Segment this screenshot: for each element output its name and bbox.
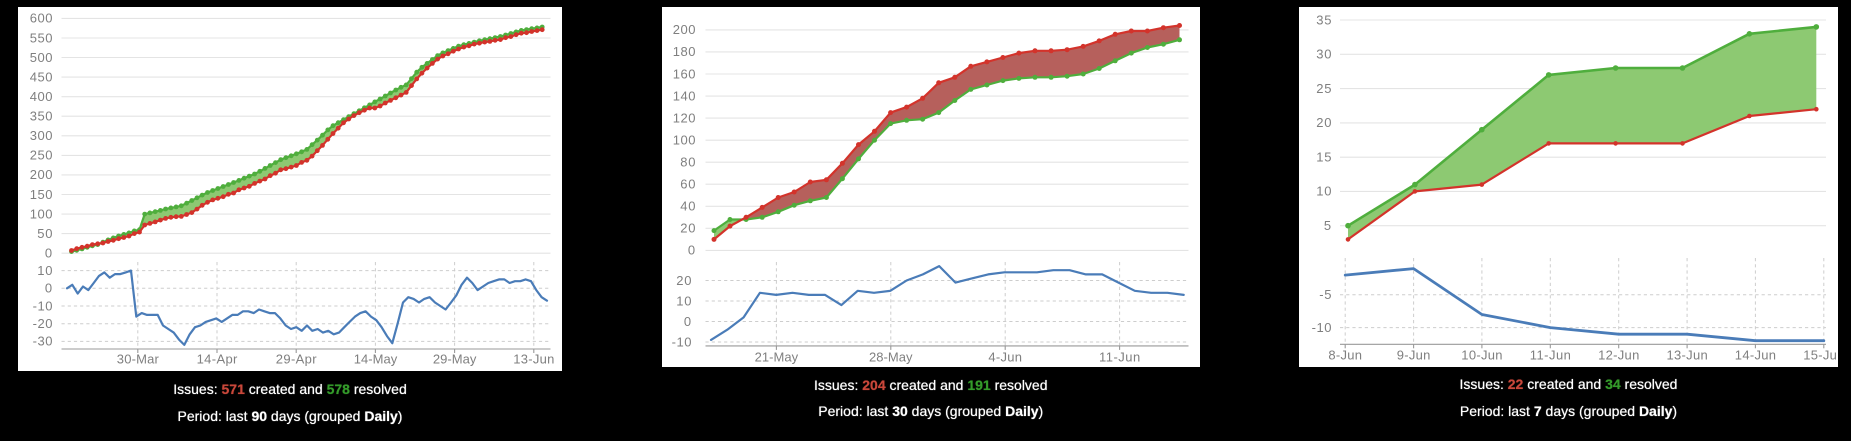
svg-text:80: 80 bbox=[680, 155, 695, 170]
svg-text:30-Mar: 30-Mar bbox=[116, 352, 159, 367]
svg-text:29-Apr: 29-Apr bbox=[275, 352, 316, 367]
svg-text:0: 0 bbox=[687, 243, 694, 258]
svg-text:14-Jun: 14-Jun bbox=[1735, 348, 1776, 363]
svg-text:0: 0 bbox=[44, 246, 51, 261]
svg-text:50: 50 bbox=[37, 226, 52, 241]
svg-text:8-Jun: 8-Jun bbox=[1328, 348, 1362, 363]
svg-text:100: 100 bbox=[672, 133, 695, 148]
svg-text:-10: -10 bbox=[671, 334, 691, 349]
svg-text:9-Jun: 9-Jun bbox=[1397, 348, 1431, 363]
svg-text:20: 20 bbox=[1316, 115, 1331, 130]
svg-text:10: 10 bbox=[676, 293, 691, 308]
svg-text:14-Apr: 14-Apr bbox=[196, 352, 237, 367]
svg-text:-30: -30 bbox=[32, 334, 52, 349]
svg-text:4-Jun: 4-Jun bbox=[988, 350, 1022, 365]
svg-text:10-Jun: 10-Jun bbox=[1461, 348, 1502, 363]
svg-text:180: 180 bbox=[672, 44, 695, 59]
svg-text:20: 20 bbox=[680, 221, 695, 236]
svg-text:300: 300 bbox=[29, 128, 52, 143]
svg-text:14-May: 14-May bbox=[353, 352, 397, 367]
svg-text:-10: -10 bbox=[32, 298, 52, 313]
svg-text:120: 120 bbox=[672, 110, 695, 125]
svg-text:0: 0 bbox=[44, 281, 51, 296]
svg-text:250: 250 bbox=[29, 148, 52, 163]
svg-text:550: 550 bbox=[29, 30, 52, 45]
svg-text:12-Jun: 12-Jun bbox=[1598, 348, 1639, 363]
svg-text:0: 0 bbox=[683, 314, 690, 329]
svg-text:200: 200 bbox=[672, 22, 695, 37]
svg-text:20: 20 bbox=[676, 273, 691, 288]
svg-text:10: 10 bbox=[1316, 184, 1331, 199]
svg-text:25: 25 bbox=[1316, 81, 1331, 96]
svg-text:13-Jun: 13-Jun bbox=[513, 352, 554, 367]
svg-text:350: 350 bbox=[29, 109, 52, 124]
svg-text:-10: -10 bbox=[1312, 320, 1332, 335]
svg-text:30: 30 bbox=[1316, 47, 1331, 62]
svg-text:160: 160 bbox=[672, 66, 695, 81]
svg-text:100: 100 bbox=[29, 206, 52, 221]
svg-text:60: 60 bbox=[680, 177, 695, 192]
svg-text:150: 150 bbox=[29, 187, 52, 202]
svg-text:500: 500 bbox=[29, 50, 52, 65]
svg-text:21-May: 21-May bbox=[754, 350, 798, 365]
svg-text:-20: -20 bbox=[32, 316, 52, 331]
svg-text:450: 450 bbox=[29, 69, 52, 84]
svg-text:11-Jun: 11-Jun bbox=[1530, 348, 1571, 363]
svg-text:-5: -5 bbox=[1319, 287, 1331, 302]
svg-text:28-May: 28-May bbox=[869, 350, 913, 365]
svg-text:200: 200 bbox=[29, 167, 52, 182]
svg-text:140: 140 bbox=[672, 88, 695, 103]
svg-text:10: 10 bbox=[37, 263, 52, 278]
svg-text:35: 35 bbox=[1316, 12, 1331, 27]
svg-text:40: 40 bbox=[680, 199, 695, 214]
svg-text:400: 400 bbox=[29, 89, 52, 104]
svg-text:5: 5 bbox=[1324, 218, 1331, 233]
svg-text:29-May: 29-May bbox=[432, 352, 476, 367]
svg-text:13-Jun: 13-Jun bbox=[1667, 348, 1708, 363]
svg-text:15: 15 bbox=[1316, 150, 1331, 165]
svg-text:11-Jun: 11-Jun bbox=[1099, 350, 1140, 365]
svg-text:600: 600 bbox=[29, 11, 52, 26]
svg-text:15-Jun: 15-Jun bbox=[1803, 348, 1838, 363]
